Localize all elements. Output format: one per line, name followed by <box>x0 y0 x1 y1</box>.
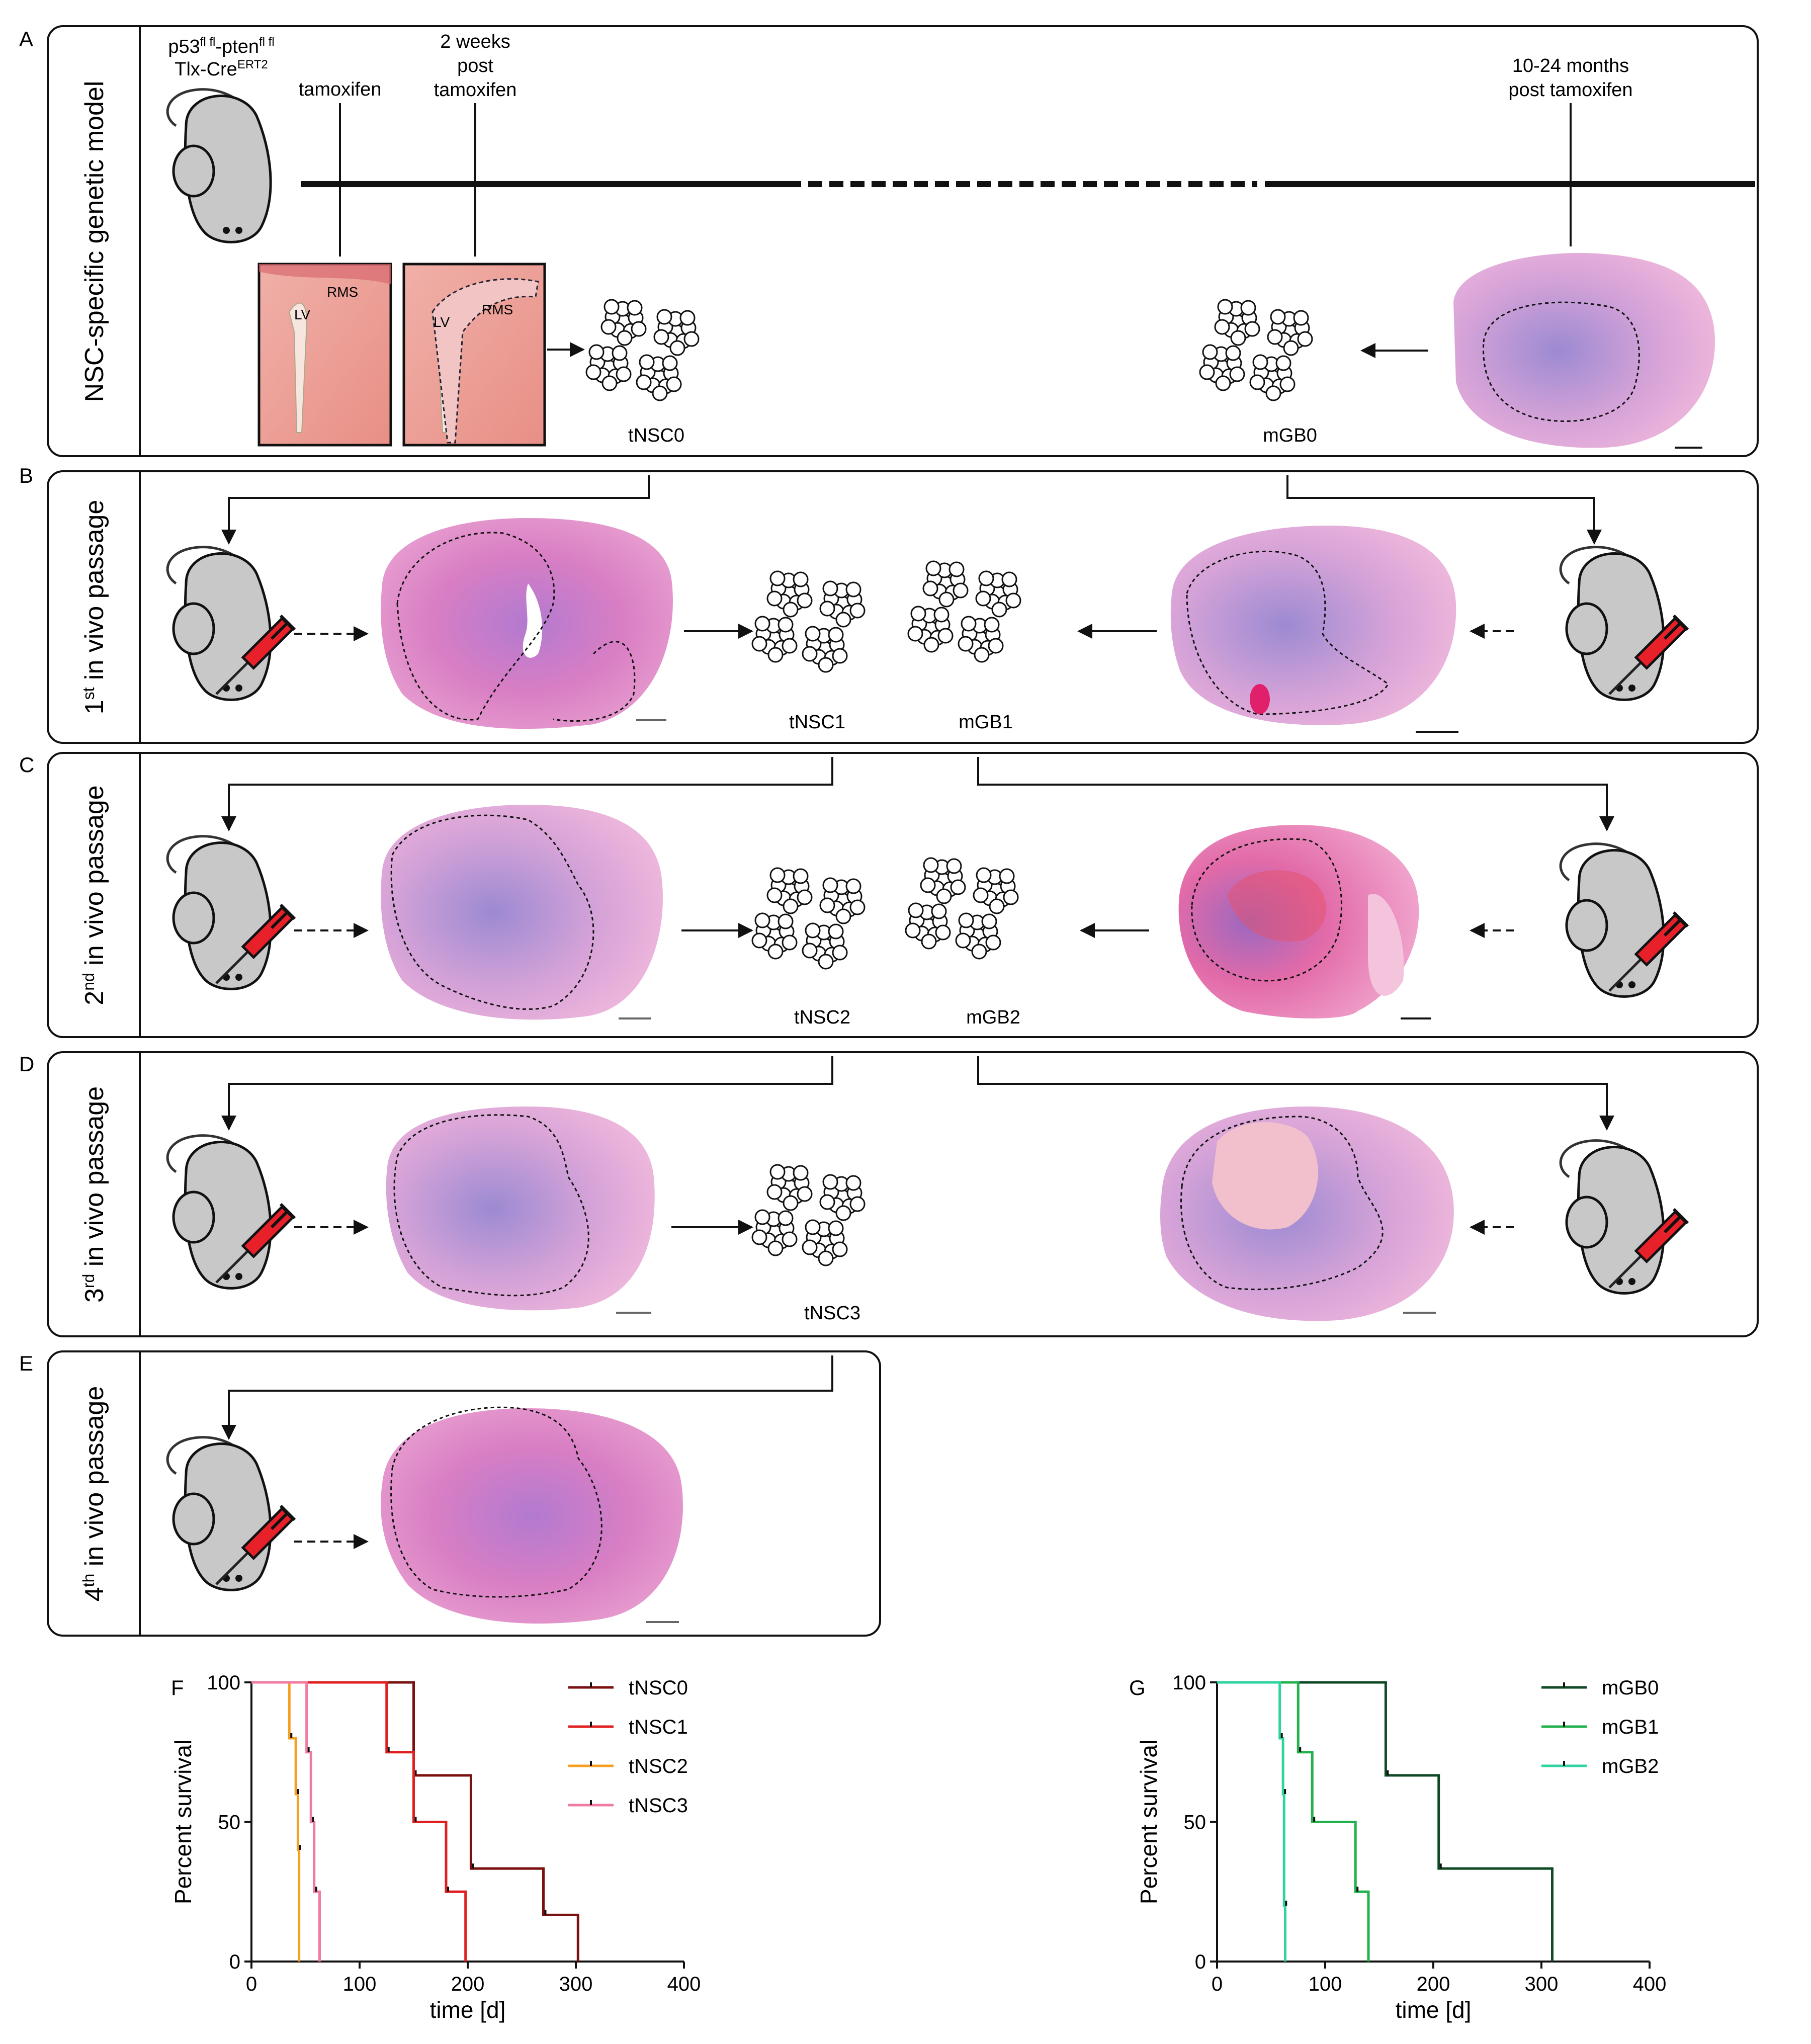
panel-letters: A B C D E F G <box>19 27 1146 1699</box>
series-line-tNSC1 <box>251 1681 467 1962</box>
label-tnsc3: tNSC3 <box>804 1303 860 1324</box>
survival-chart-g: 0 100 200 300 400 0 50 100 time [d] Percent survi… <box>1136 1672 1666 2023</box>
x-tick-label: 100 <box>343 1973 377 1995</box>
x-tick-label: 300 <box>1525 1973 1559 1995</box>
legend-label-mGB2: mGB2 <box>1602 1755 1659 1777</box>
survival-chart-f: 0 100 200 300 400 0 50 100 time [d] Percent survi… <box>170 1672 701 2023</box>
histology-inset-1: LV RMS <box>257 263 392 447</box>
connectors-cd <box>221 1056 1614 1131</box>
neurosphere-mgb1 <box>908 561 1020 662</box>
y-tick-label: 0 <box>229 1951 240 1973</box>
connectors-bc <box>221 757 1614 831</box>
x-tick-label: 300 <box>559 1973 593 1995</box>
legend-label-tNSC0: tNSC0 <box>629 1677 688 1699</box>
neurosphere-mgb2 <box>906 858 1018 959</box>
series-line-tNSC2 <box>251 1681 301 1962</box>
brain-section-d2 <box>1160 1106 1454 1321</box>
panel-a: p53fl fl-ptenfl fl Tlx-CreERT2 tamoxifen… <box>167 31 1755 449</box>
neurosphere-tnsc1 <box>752 571 865 672</box>
y-tick-label: 0 <box>1195 1951 1206 1973</box>
neurosphere-tnsc2 <box>752 868 865 969</box>
x-tick-label: 200 <box>451 1973 485 1995</box>
panel-d: tNSC3 <box>167 1106 1688 1324</box>
svg-text:LV: LV <box>294 307 310 322</box>
y-tick-label: 100 <box>1172 1672 1206 1694</box>
connectors-ab <box>221 475 1602 545</box>
brain-section-d1 <box>386 1106 655 1314</box>
y-axis-label: Percent survival <box>1136 1740 1162 1904</box>
histology-inset-2: LV RMS <box>402 263 546 447</box>
two-weeks-line1: 2 weeks <box>440 31 510 52</box>
x-tick-label: 100 <box>1309 1973 1342 1995</box>
neurosphere-tnsc0 <box>586 300 699 400</box>
x-tick-label: 200 <box>1417 1973 1450 1995</box>
legend-label-mGB1: mGB1 <box>1602 1716 1659 1738</box>
label-mgb0: mGB0 <box>1263 425 1317 446</box>
neurosphere-mgb0 <box>1200 300 1312 400</box>
y-tick-label: 50 <box>218 1812 241 1834</box>
two-weeks-line2: post <box>457 55 493 76</box>
legend-label-tNSC2: tNSC2 <box>629 1755 688 1777</box>
label-mgb1: mGB1 <box>959 712 1013 733</box>
x-axis-label: time [d] <box>430 1997 506 2023</box>
brain-section-c1 <box>381 805 663 1020</box>
tamoxifen-label: tamoxifen <box>299 79 382 100</box>
panel-letter-e: E <box>19 1351 33 1375</box>
side-labels: NSC-specific genetic model 1st in vivo p… <box>79 81 109 1602</box>
panel-letter-a: A <box>19 27 33 51</box>
late-line1: 10-24 months <box>1512 55 1629 76</box>
mouse-icon <box>167 90 271 242</box>
label-mgb2: mGB2 <box>966 1007 1020 1028</box>
x-axis-label: time [d] <box>1396 1997 1472 2023</box>
series-line-mGB2 <box>1217 1681 1286 1962</box>
panel-c: tNSC2 mGB2 <box>167 805 1688 1028</box>
brain-section-b1 <box>381 518 673 729</box>
y-axis-label: Percent survival <box>170 1740 196 1904</box>
svg-text:RMS: RMS <box>327 284 358 300</box>
two-weeks-line3: tamoxifen <box>434 79 517 101</box>
panel-letter-b: B <box>19 464 33 487</box>
brain-section-a <box>1453 252 1715 449</box>
side-label-e: 4th in vivo passage <box>79 1386 109 1602</box>
panel-boxes <box>47 25 1759 1637</box>
panel-b: tNSC1 mGB1 <box>167 518 1688 733</box>
brain-section-b2 <box>1170 526 1458 733</box>
panel-letter-g: G <box>1129 1676 1146 1699</box>
x-tick-label: 400 <box>667 1973 701 1995</box>
legend-label-mGB0: mGB0 <box>1602 1677 1659 1699</box>
y-tick-label: 50 <box>1184 1812 1206 1834</box>
side-label-b: 1st in vivo passage <box>79 500 109 715</box>
svg-text:RMS: RMS <box>482 302 513 317</box>
label-tnsc0: tNSC0 <box>628 425 684 446</box>
series-line-tNSC3 <box>251 1681 321 1962</box>
x-tick-label: 0 <box>1212 1973 1223 1995</box>
genotype-line2: Tlx-CreERT2 <box>175 58 268 80</box>
late-line2: post tamoxifen <box>1508 79 1632 101</box>
x-tick-label: 0 <box>246 1973 257 1995</box>
legend-label-tNSC1: tNSC1 <box>629 1716 688 1738</box>
brain-section-e <box>381 1406 683 1624</box>
series-line-mGB0 <box>1217 1681 1554 1962</box>
series-line-tNSC0 <box>251 1681 579 1962</box>
series-line-mGB1 <box>1217 1681 1370 1962</box>
panel-letter-c: C <box>19 753 34 777</box>
genotype-line1: p53fl fl-ptenfl fl <box>168 35 274 57</box>
svg-text:LV: LV <box>434 314 450 330</box>
connector-de <box>221 1355 833 1440</box>
panel-letter-d: D <box>19 1052 34 1076</box>
panel-letter-f: F <box>171 1676 184 1699</box>
side-label-c: 2nd in vivo passage <box>79 785 109 1005</box>
y-tick-label: 100 <box>207 1672 240 1694</box>
legend-label-tNSC3: tNSC3 <box>629 1795 688 1817</box>
side-label-d: 3rd in vivo passage <box>79 1086 109 1303</box>
label-tnsc1: tNSC1 <box>789 712 845 733</box>
side-label-a: NSC-specific genetic model <box>80 81 109 402</box>
panel-e <box>167 1406 683 1624</box>
brain-section-c2 <box>1178 825 1431 1019</box>
label-tnsc2: tNSC2 <box>794 1007 850 1028</box>
x-tick-label: 400 <box>1633 1973 1667 1995</box>
neurosphere-tnsc3 <box>752 1165 865 1265</box>
